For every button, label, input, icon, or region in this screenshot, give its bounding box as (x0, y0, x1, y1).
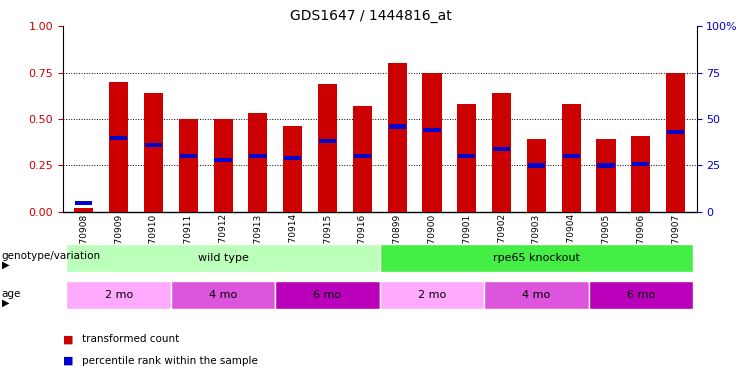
Bar (379, 244, 693, 272)
Bar (248, 114, 268, 212)
Bar (110, 136, 127, 140)
Bar (353, 106, 372, 212)
Bar (74, 208, 93, 212)
Bar (179, 119, 198, 212)
Text: 4 mo: 4 mo (209, 290, 237, 300)
Bar (67, 281, 171, 309)
Text: 4 mo: 4 mo (522, 290, 551, 300)
Bar (388, 124, 406, 129)
Text: 2 mo: 2 mo (104, 290, 133, 300)
Bar (276, 281, 379, 309)
Bar (457, 104, 476, 212)
Bar (318, 84, 337, 212)
Bar (562, 104, 581, 212)
Bar (493, 147, 511, 151)
Bar (319, 139, 336, 143)
Bar (353, 154, 371, 158)
Bar (631, 136, 651, 212)
Text: percentile rank within the sample: percentile rank within the sample (82, 356, 257, 366)
Text: ■: ■ (63, 334, 73, 344)
Bar (597, 164, 614, 168)
Bar (666, 73, 685, 212)
Bar (528, 164, 545, 168)
Text: 2 mo: 2 mo (418, 290, 446, 300)
Text: ▶: ▶ (1, 260, 9, 270)
Bar (562, 154, 580, 158)
Bar (527, 140, 546, 212)
Bar (597, 140, 616, 212)
Text: age: age (1, 289, 21, 299)
Bar (484, 281, 588, 309)
Bar (144, 93, 163, 212)
Bar (67, 244, 379, 272)
Bar (284, 156, 302, 160)
Text: transformed count: transformed count (82, 334, 179, 344)
Text: GDS1647 / 1444816_at: GDS1647 / 1444816_at (290, 9, 451, 23)
Text: ▶: ▶ (1, 297, 9, 307)
Bar (213, 119, 233, 212)
Bar (214, 158, 232, 162)
Text: ■: ■ (63, 356, 73, 366)
Bar (249, 154, 267, 158)
Bar (632, 162, 649, 166)
Bar (492, 93, 511, 212)
Bar (283, 126, 302, 212)
Bar (458, 154, 476, 158)
Text: rpe65 knockout: rpe65 knockout (493, 253, 580, 263)
Bar (588, 281, 693, 309)
Text: 6 mo: 6 mo (313, 290, 342, 300)
Bar (423, 128, 441, 132)
Bar (422, 73, 442, 212)
Bar (76, 201, 93, 205)
Bar (145, 143, 162, 147)
Bar (388, 63, 407, 212)
Text: 6 mo: 6 mo (627, 290, 655, 300)
Text: wild type: wild type (198, 253, 248, 263)
Bar (379, 281, 484, 309)
Bar (109, 82, 128, 212)
Bar (171, 281, 276, 309)
Text: genotype/variation: genotype/variation (1, 251, 101, 261)
Bar (179, 154, 197, 158)
Bar (667, 130, 684, 134)
